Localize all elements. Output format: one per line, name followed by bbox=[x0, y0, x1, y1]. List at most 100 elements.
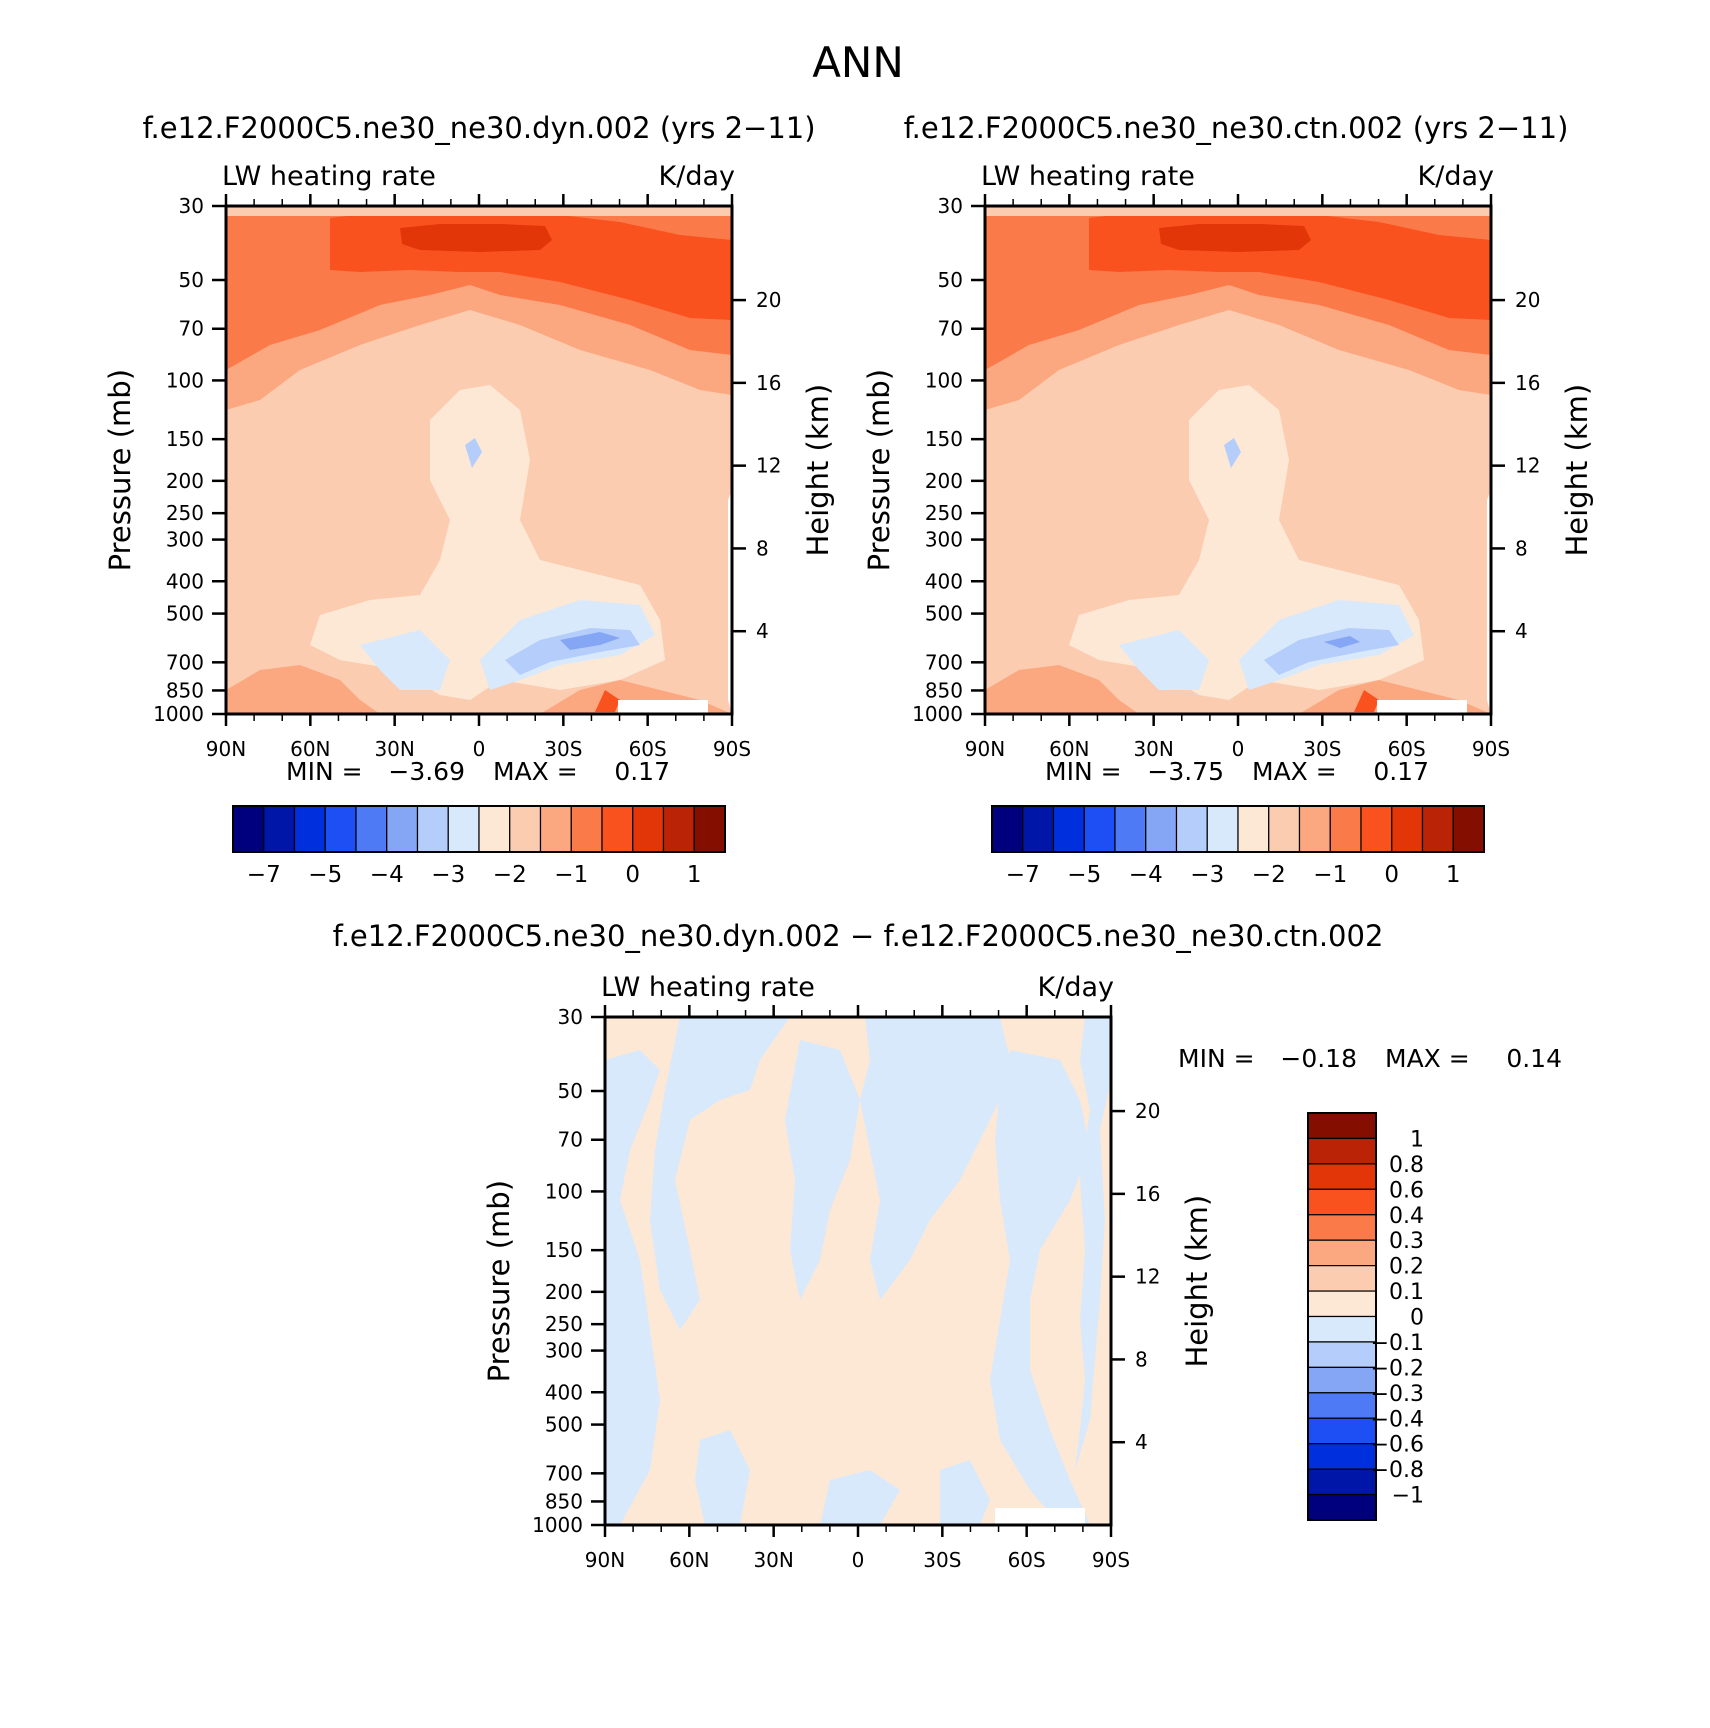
panel-ctn-colorbar-frame bbox=[991, 805, 1485, 853]
panel-diff-colorbar-swatch bbox=[1307, 1392, 1377, 1419]
panel-diff-colorbar-swatch bbox=[1307, 1468, 1377, 1496]
panel-ctn-colorbar-swatch bbox=[1391, 805, 1424, 853]
panel-diff-contour-field bbox=[605, 1017, 1111, 1525]
panel-diff-min-label: MIN = bbox=[1178, 1044, 1255, 1073]
panel-diff-colorbar-swatch bbox=[1307, 1341, 1377, 1368]
panel-ctn-y-tick-label: 300 bbox=[925, 528, 963, 552]
panel-ctn-colorbar-label: −2 bbox=[1252, 862, 1286, 888]
panel-diff-y-axis-title: Pressure (mb) bbox=[482, 1180, 516, 1382]
panel-ctn-min-value: −3.75 bbox=[1147, 757, 1224, 786]
panel-diff-colorbar-label: −0.8 bbox=[1371, 1458, 1424, 1483]
panel-diff-y-tick-label: 100 bbox=[545, 1179, 583, 1203]
panel-diff-colorbar-swatch bbox=[1307, 1188, 1377, 1216]
panel-diff-colorbar-label: 1 bbox=[1410, 1127, 1424, 1152]
panel-dyn-colorbar-label: −3 bbox=[431, 862, 465, 888]
panel-diff-height-tick-label: 4 bbox=[1135, 1430, 1148, 1454]
panel-diff-colorbar-swatch bbox=[1307, 1290, 1377, 1318]
panel-diff-colorbar-label: 0 bbox=[1410, 1306, 1424, 1331]
panel-diff-axes: 90N 60N 30N 0 30S 60S 90S 30 50 70 100 150 200 250 300… bbox=[482, 1005, 1214, 1572]
panel-dyn-colorbar-swatch bbox=[539, 805, 572, 853]
panel-dyn-y-tick-label: 200 bbox=[166, 469, 204, 493]
panel-diff-colorbar-swatch bbox=[1307, 1265, 1377, 1292]
panel-diff-colorbar-label: 0.3 bbox=[1389, 1229, 1424, 1254]
panel-dyn-y-axis-title: Pressure (mb) bbox=[103, 369, 137, 571]
panel-dyn-colorbar-swatch bbox=[386, 805, 419, 853]
panel-dyn-colorbar-label: −5 bbox=[308, 862, 342, 888]
panel-diff-colorbar-label: 0.4 bbox=[1389, 1204, 1424, 1229]
panel-ctn-y-tick-label: 70 bbox=[938, 317, 963, 341]
panel-diff: f.e12.F2000C5.ne30_ne30.dyn.002 − f.e12.… bbox=[333, 919, 1562, 1572]
panel-dyn-colorbar-swatch bbox=[509, 805, 542, 853]
panel-ctn-colorbar-swatch bbox=[1268, 805, 1301, 853]
panel-dyn-variable: LW heating rate bbox=[222, 161, 436, 192]
panel-dyn-y-tick-label: 500 bbox=[166, 602, 204, 626]
panel-ctn-variable: LW heating rate bbox=[981, 161, 1195, 192]
panel-dyn-x-tick-label: 90S bbox=[713, 737, 751, 761]
panel-diff-y-tick-label: 400 bbox=[545, 1380, 583, 1404]
panel-ctn-colorbar-label: −7 bbox=[1006, 862, 1040, 888]
panel-ctn-units: K/day bbox=[1418, 161, 1494, 192]
panel-diff-colorbar-label: 0.8 bbox=[1389, 1153, 1424, 1178]
panel-ctn-colorbar-swatch bbox=[1360, 805, 1393, 853]
panel-ctn-y-tick-label: 250 bbox=[925, 501, 963, 525]
panel-diff-x-tick-label: 30S bbox=[923, 1548, 961, 1572]
panel-ctn-y-tick-label: 100 bbox=[925, 368, 963, 392]
panel-diff-units: K/day bbox=[1038, 972, 1114, 1003]
panel-dyn-colorbar-swatch bbox=[293, 805, 326, 853]
panel-diff-colorbar-swatch bbox=[1307, 1443, 1377, 1470]
panel-dyn-x-tick-label: 0 bbox=[473, 737, 486, 761]
panel-ctn-x-tick-label: 60S bbox=[1388, 737, 1426, 761]
panel-ctn-colorbar-swatch bbox=[1298, 805, 1331, 853]
panel-ctn-max-label: MAX = bbox=[1252, 757, 1337, 786]
panel-ctn-x-tick-label: 90N bbox=[965, 737, 1005, 761]
panel-ctn-y-tick-label: 200 bbox=[925, 469, 963, 493]
panel-dyn-units: K/day bbox=[659, 161, 735, 192]
panel-diff-colorbar: 10.80.60.40.30.20.10−0.1−0.2−0.3−0.4−0.6… bbox=[1307, 1112, 1424, 1521]
panel-ctn-height-tick-label: 16 bbox=[1515, 371, 1540, 395]
panel-ctn-colorbar-label: −4 bbox=[1129, 862, 1163, 888]
panel-ctn-colorbar-label: 0 bbox=[1384, 862, 1399, 888]
panel-ctn-contour-field bbox=[985, 206, 1491, 714]
panel-dyn-height-tick-label: 8 bbox=[756, 536, 769, 560]
panel-diff-colorbar-label: −0.1 bbox=[1371, 1331, 1424, 1356]
panel-diff-height-tick-label: 12 bbox=[1135, 1265, 1160, 1289]
panel-diff-colorbar-label: −1 bbox=[1392, 1484, 1424, 1509]
panel-dyn-colorbar: −7 −5 −4 −3 −2 −1 0 1 bbox=[232, 805, 726, 888]
panel-diff-height-tick-label: 20 bbox=[1135, 1099, 1160, 1123]
panel-diff-y-right-axis-title: Height (km) bbox=[1180, 1195, 1214, 1368]
panel-ctn-x-tick-label: 0 bbox=[1232, 737, 1245, 761]
panel-diff-height-tick-label: 16 bbox=[1135, 1182, 1160, 1206]
panel-dyn-colorbar-swatch bbox=[693, 805, 726, 853]
panel-diff-variable: LW heating rate bbox=[601, 972, 815, 1003]
panel-ctn-colorbar-swatch bbox=[1175, 805, 1208, 853]
panel-dyn-height-tick-label: 20 bbox=[756, 288, 781, 312]
panel-ctn-colorbar-swatch bbox=[1329, 805, 1362, 853]
panel-diff-colorbar-swatch bbox=[1307, 1137, 1377, 1165]
panel-dyn-y-tick-label: 400 bbox=[166, 569, 204, 593]
panel-dyn-y-tick-label: 300 bbox=[166, 528, 204, 552]
panel-diff-x-tick-label: 30N bbox=[753, 1548, 793, 1572]
panel-diff-y-tick-label: 150 bbox=[545, 1238, 583, 1262]
panel-diff-max-value: 0.14 bbox=[1506, 1044, 1562, 1073]
panel-diff-title: f.e12.F2000C5.ne30_ne30.dyn.002 − f.e12.… bbox=[333, 919, 1384, 953]
panel-dyn-colorbar-swatch bbox=[601, 805, 634, 853]
panel-ctn-colorbar-swatch bbox=[991, 805, 1024, 853]
panel-diff-colorbar-label: −0.4 bbox=[1371, 1407, 1424, 1432]
panel-diff-colorbar-swatch bbox=[1307, 1315, 1377, 1343]
panel-ctn-height-tick-label: 4 bbox=[1515, 619, 1528, 643]
panel-dyn-axes: 90N 60N 30N 0 30S 60S 90S 30 50 70 100 150 200 250 300… bbox=[103, 194, 835, 761]
panel-diff-colorbar-swatch bbox=[1307, 1112, 1377, 1140]
panel-ctn-min-label: MIN = bbox=[1045, 757, 1122, 786]
panel-ctn-y-tick-label: 850 bbox=[925, 678, 963, 702]
panel-ctn-colorbar-swatch bbox=[1083, 805, 1116, 853]
panel-dyn-title: f.e12.F2000C5.ne30_ne30.dyn.002 (yrs 2−1… bbox=[142, 111, 815, 145]
panel-diff-colorbar-label: −0.6 bbox=[1371, 1433, 1424, 1458]
panel-dyn-colorbar-swatch bbox=[478, 805, 511, 853]
panel-ctn-colorbar-label: −1 bbox=[1313, 862, 1347, 888]
panel-ctn-colorbar-swatch bbox=[1145, 805, 1178, 853]
panel-diff-colorbar-swatch bbox=[1307, 1366, 1377, 1394]
panel-ctn-x-tick-label: 90S bbox=[1472, 737, 1510, 761]
panel-ctn-colorbar-swatch bbox=[1421, 805, 1454, 853]
panel-ctn-colorbar-label: 1 bbox=[1446, 862, 1461, 888]
